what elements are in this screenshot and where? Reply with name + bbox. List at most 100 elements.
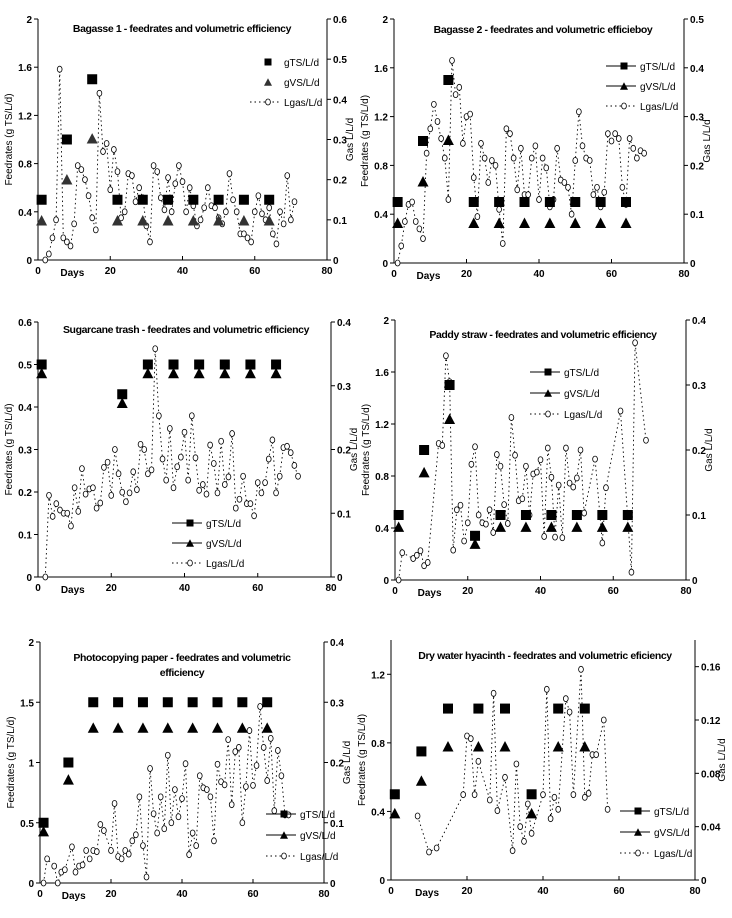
lgas-point <box>96 89 103 97</box>
gvs-point <box>493 217 505 228</box>
x-axis-title: Days <box>62 891 86 902</box>
legend-label-gts: gTS/L/d <box>300 810 335 821</box>
legend-marker-triangle <box>186 539 194 547</box>
gvs-point <box>444 413 456 425</box>
lgas-point <box>534 468 540 476</box>
chart-panel-bagasse-1: Bagasse 1 - feedrates and volumetric eff… <box>4 15 356 279</box>
legend-label-gts: gTS/L/d <box>284 58 319 69</box>
lgas-point <box>471 791 478 799</box>
lgas-point <box>547 815 554 823</box>
lgas-point <box>572 157 579 164</box>
lgas-point <box>273 489 279 497</box>
lgas-point <box>492 161 499 169</box>
chart-panel-paddy-straw: Paddy straw - feedrates and volumetric e… <box>361 316 715 599</box>
lgas-point <box>239 819 246 827</box>
lgas-point <box>145 470 151 478</box>
chart-title: Bagasse 2 - feedrates and volumetric eff… <box>434 24 653 36</box>
lgas-point <box>603 484 609 492</box>
lgas-point <box>82 490 89 498</box>
gts-point <box>38 817 49 828</box>
lgas-point <box>183 208 189 216</box>
lgas-point <box>475 757 482 765</box>
gts-point <box>142 359 153 370</box>
lgas-point <box>159 455 166 463</box>
lgas-point <box>86 855 93 863</box>
y2-axis-title: Gas L/L/d <box>345 118 356 161</box>
lgas-point <box>628 568 635 576</box>
lgas-point <box>51 862 57 870</box>
x-tick-label: 60 <box>249 266 261 277</box>
lgas-point <box>276 472 283 480</box>
gvs-point <box>219 367 231 379</box>
lgas-point <box>559 534 566 542</box>
gvs-point <box>393 521 405 532</box>
lgas-point <box>398 242 405 250</box>
lgas-point <box>176 162 182 170</box>
lgas-point <box>288 216 294 224</box>
lgas-series-line <box>417 669 609 853</box>
lgas-point <box>246 727 253 734</box>
lgas-point <box>189 829 196 837</box>
lgas-series-line <box>397 60 645 264</box>
lgas-point <box>89 214 95 222</box>
lgas-point <box>486 506 493 514</box>
lgas-point <box>555 805 561 813</box>
lgas-point <box>464 519 471 527</box>
gts-point <box>213 194 224 205</box>
gvs-point <box>244 367 256 379</box>
data-marks <box>389 665 611 856</box>
lgas-point <box>284 172 291 180</box>
lgas-point <box>481 154 488 162</box>
lgas-point <box>568 210 575 218</box>
lgas-point <box>134 486 140 494</box>
lgas-point <box>255 192 262 200</box>
gts-point <box>470 530 481 541</box>
y-tick-label: 0.4 <box>18 208 32 219</box>
lgas-point <box>108 491 115 499</box>
lgas-point <box>75 507 82 515</box>
chart-panel-dry-water-hyacinth: Dry water hyacinth - feedrates and volum… <box>357 640 728 899</box>
lgas-point <box>93 226 99 234</box>
y-tick-label: 1.2 <box>375 420 389 431</box>
y2-tick-label: 0.12 <box>701 716 721 727</box>
lgas-point <box>179 178 186 186</box>
legend <box>266 810 296 860</box>
gvs-point <box>112 722 124 733</box>
x-tick-label: 40 <box>535 586 547 597</box>
y-tick-label: 1.6 <box>18 63 32 74</box>
axes: 0 20 40 60 8000.10.20.30.40.50.600.10.20.30.… <box>18 318 351 594</box>
lgas-point <box>172 786 178 794</box>
legend-label-lgas: Lgas/L/d <box>640 102 678 113</box>
lgas-point <box>223 208 229 216</box>
gts-point <box>468 197 479 207</box>
lgas-point <box>203 490 210 498</box>
lgas-point <box>434 118 441 125</box>
lgas-point <box>64 509 71 517</box>
y-tick-label: 0.5 <box>18 361 32 372</box>
lgas-point <box>604 805 611 813</box>
y2-tick-label: 0.5 <box>333 55 347 66</box>
gvs-point <box>415 775 427 786</box>
y2-tick-label: 0.4 <box>692 316 706 327</box>
gts-point <box>61 134 72 145</box>
gts-point <box>194 359 205 370</box>
lgas-point <box>643 436 649 444</box>
legend-label-gts: gTS/L/d <box>206 519 241 530</box>
gts-point <box>238 194 249 205</box>
legend-label-gvs: gVS/L/d <box>206 539 242 550</box>
lgas-point <box>186 851 192 859</box>
lgas-point <box>112 446 118 453</box>
lgas-point <box>100 148 106 155</box>
legend-marker-square <box>634 807 642 815</box>
gvs-point <box>579 741 591 752</box>
lgas-point <box>543 164 550 172</box>
lgas-point <box>574 474 580 482</box>
gvs-point <box>213 215 225 226</box>
y-axis-title: Feedrates (g TS/L/d) <box>360 95 371 187</box>
gts-point <box>519 197 530 207</box>
gts-point <box>389 789 400 800</box>
lgas-point <box>565 183 571 191</box>
x-tick-label: 40 <box>533 269 545 280</box>
lgas-point <box>489 157 495 164</box>
